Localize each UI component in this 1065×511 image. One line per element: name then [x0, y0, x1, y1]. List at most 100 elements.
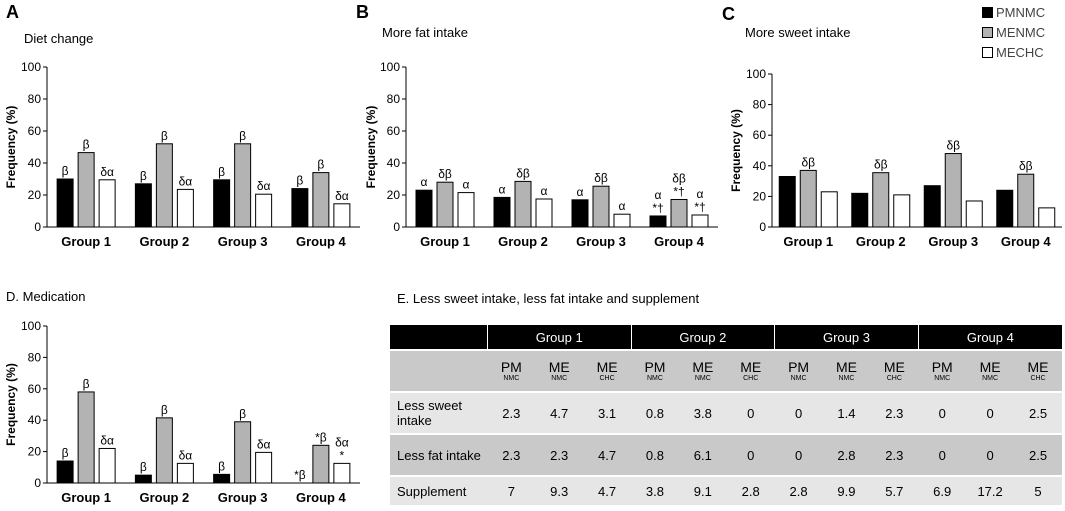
chart-c-bar-menmc: [872, 172, 890, 228]
chart-b-ytick-label: 60: [387, 124, 401, 138]
chart-b-annotation: δβ: [438, 167, 452, 181]
table-subheader-corner: [390, 349, 488, 392]
chart-a-bar-menmc: [77, 152, 95, 228]
subheader-bottom: NMC: [503, 374, 520, 382]
chart-b-annotation: α: [499, 182, 506, 196]
table-subheader-cell: ME CHC: [1014, 349, 1062, 392]
table-cell: 0: [966, 433, 1015, 476]
table-subheader-cell: ME NMC: [966, 349, 1015, 392]
table-cell: 0: [918, 433, 967, 476]
table-cell: 0: [726, 433, 775, 476]
chart-a-title: Diet change: [24, 31, 94, 46]
chart-c-bar-menmc: [799, 169, 817, 228]
chart-b-annotation: *†: [652, 201, 663, 215]
chart-a-annotation: δα: [257, 179, 271, 193]
table-subheader-row: PM NMC ME NMC ME CHC PM NMC ME NMC ME CHC PM NMC ME NMC…: [390, 349, 1062, 392]
table-group-header: Group 3: [774, 325, 919, 350]
table-cell: 5.7: [870, 475, 919, 505]
chart-c-bar-pmnmc: [778, 176, 796, 228]
subheader-top: ME: [596, 358, 618, 375]
chart-d-bar-pmnmc: [134, 474, 152, 484]
chart-d-annotation: β: [239, 407, 246, 421]
chart-b-annotation: α: [421, 175, 428, 189]
table-cell: 0: [774, 391, 823, 434]
chart-c-annotation: δβ: [1019, 159, 1033, 173]
chart-a-category-label: Group 3: [218, 234, 268, 249]
legend-item-menmc: MENMC: [982, 22, 1045, 42]
chart-c-category-label: Group 1: [783, 234, 833, 249]
table-cell: 3.8: [631, 475, 679, 505]
legend-swatch-pmnmc: [982, 6, 993, 18]
chart-d-annotation: δα: [100, 433, 114, 447]
chart-c-annotation: δβ: [946, 139, 960, 153]
subheader-bottom: NMC: [934, 374, 951, 382]
chart-d-bar-menmc: [312, 444, 330, 484]
legend: PMNMC MENMC MECHC: [982, 2, 1045, 62]
chart-d-bar-pmnmc: [56, 460, 74, 484]
chart-a-annotation: δα: [335, 189, 349, 203]
panel-letter-a: A: [6, 2, 19, 22]
chart-d-bar-mechc: [333, 462, 351, 484]
table-group-header: Group 2: [631, 325, 776, 350]
subheader-bottom: NMC: [838, 374, 855, 382]
chart-a-annotation: β: [296, 174, 303, 188]
table-cell: 1.4: [822, 391, 871, 434]
chart-d-annotation: β: [140, 460, 147, 474]
chart-b-ytick-label: 80: [387, 92, 401, 106]
chart-b-annotation: α: [697, 187, 704, 201]
table-cell: 6.1: [678, 433, 727, 476]
table-cell: 2.3: [487, 433, 536, 476]
chart-d-bar-menmc: [234, 421, 252, 484]
chart-b-annotation: δβ: [672, 171, 686, 185]
chart-b-ytick-label: 40: [387, 156, 401, 170]
chart-d-annotation: β: [83, 377, 90, 391]
chart-a-annotation: δα: [179, 174, 193, 188]
chart-a-bar-menmc: [155, 143, 173, 228]
chart-c-bar-mechc: [1038, 207, 1056, 228]
table-subheader-cell: ME NMC: [822, 349, 871, 392]
chart-c-bar-mechc: [965, 200, 983, 228]
chart-b-bar-menmc: [592, 185, 610, 228]
chart-b-category-label: Group 4: [654, 234, 705, 249]
table-row: Less sweet intake 2.3 4.7 3.1 0.8 3.8 0 0 1.4 2.3…: [390, 391, 1062, 434]
table-subheader-cell: PM NMC: [487, 349, 536, 392]
subheader-bottom: NMC: [646, 374, 663, 382]
chart-c-ylabel: Frequency (%): [729, 109, 743, 192]
table-cell: 4.7: [583, 433, 632, 476]
table-cell: 0: [966, 391, 1015, 434]
chart-c-title: More sweet intake: [745, 25, 851, 40]
table-header-row: Group 1 Group 2 Group 3 Group 4: [390, 325, 1062, 350]
subheader-bottom: CHC: [599, 374, 615, 382]
legend-label-pmnmc: PMNMC: [996, 4, 1046, 20]
chart-a-bar-pmnmc: [291, 188, 309, 228]
chart-c-category-label: Group 2: [856, 234, 906, 249]
chart-c-ytick-label: 0: [759, 220, 766, 234]
subheader-top: ME: [835, 358, 857, 375]
chart-a-bar-mechc: [255, 193, 273, 228]
chart-a-ytick-label: 40: [28, 156, 42, 170]
subheader-bottom: CHC: [743, 374, 759, 382]
table-e: Group 1 Group 2 Group 3 Group 4 PM NMC ME N…: [390, 325, 1062, 505]
chart-d-category-label: Group 4: [296, 490, 347, 505]
table-subheader-cell: PM NMC: [918, 349, 967, 392]
chart-b-annotation: α: [577, 185, 584, 199]
chart-c-bar-pmnmc: [851, 192, 869, 228]
chart-c-bar-mechc: [820, 191, 838, 228]
table-cell: 7: [487, 475, 536, 505]
chart-a-ytick-label: 0: [34, 220, 41, 234]
chart-b-bar-mechc: [613, 213, 631, 228]
chart-a-annotation: β: [239, 129, 246, 143]
table-cell: 3.1: [583, 391, 632, 434]
chart-d-annotation: β: [62, 446, 69, 460]
legend-swatch-mechc: [982, 46, 993, 58]
chart-a-ytick-label: 20: [28, 188, 42, 202]
chart-b-annotation: α: [619, 199, 626, 213]
chart-a-bar-pmnmc: [56, 178, 74, 228]
table-cell: 0.8: [631, 433, 679, 476]
chart-a-ytick-label: 100: [21, 60, 41, 74]
table-cell: 9.3: [535, 475, 584, 505]
chart-b-bar-mechc: [535, 198, 553, 228]
chart-b-bar-pmnmc: [493, 196, 511, 228]
chart-d-bar-menmc: [77, 391, 95, 484]
chart-b-title: More fat intake: [382, 25, 468, 40]
